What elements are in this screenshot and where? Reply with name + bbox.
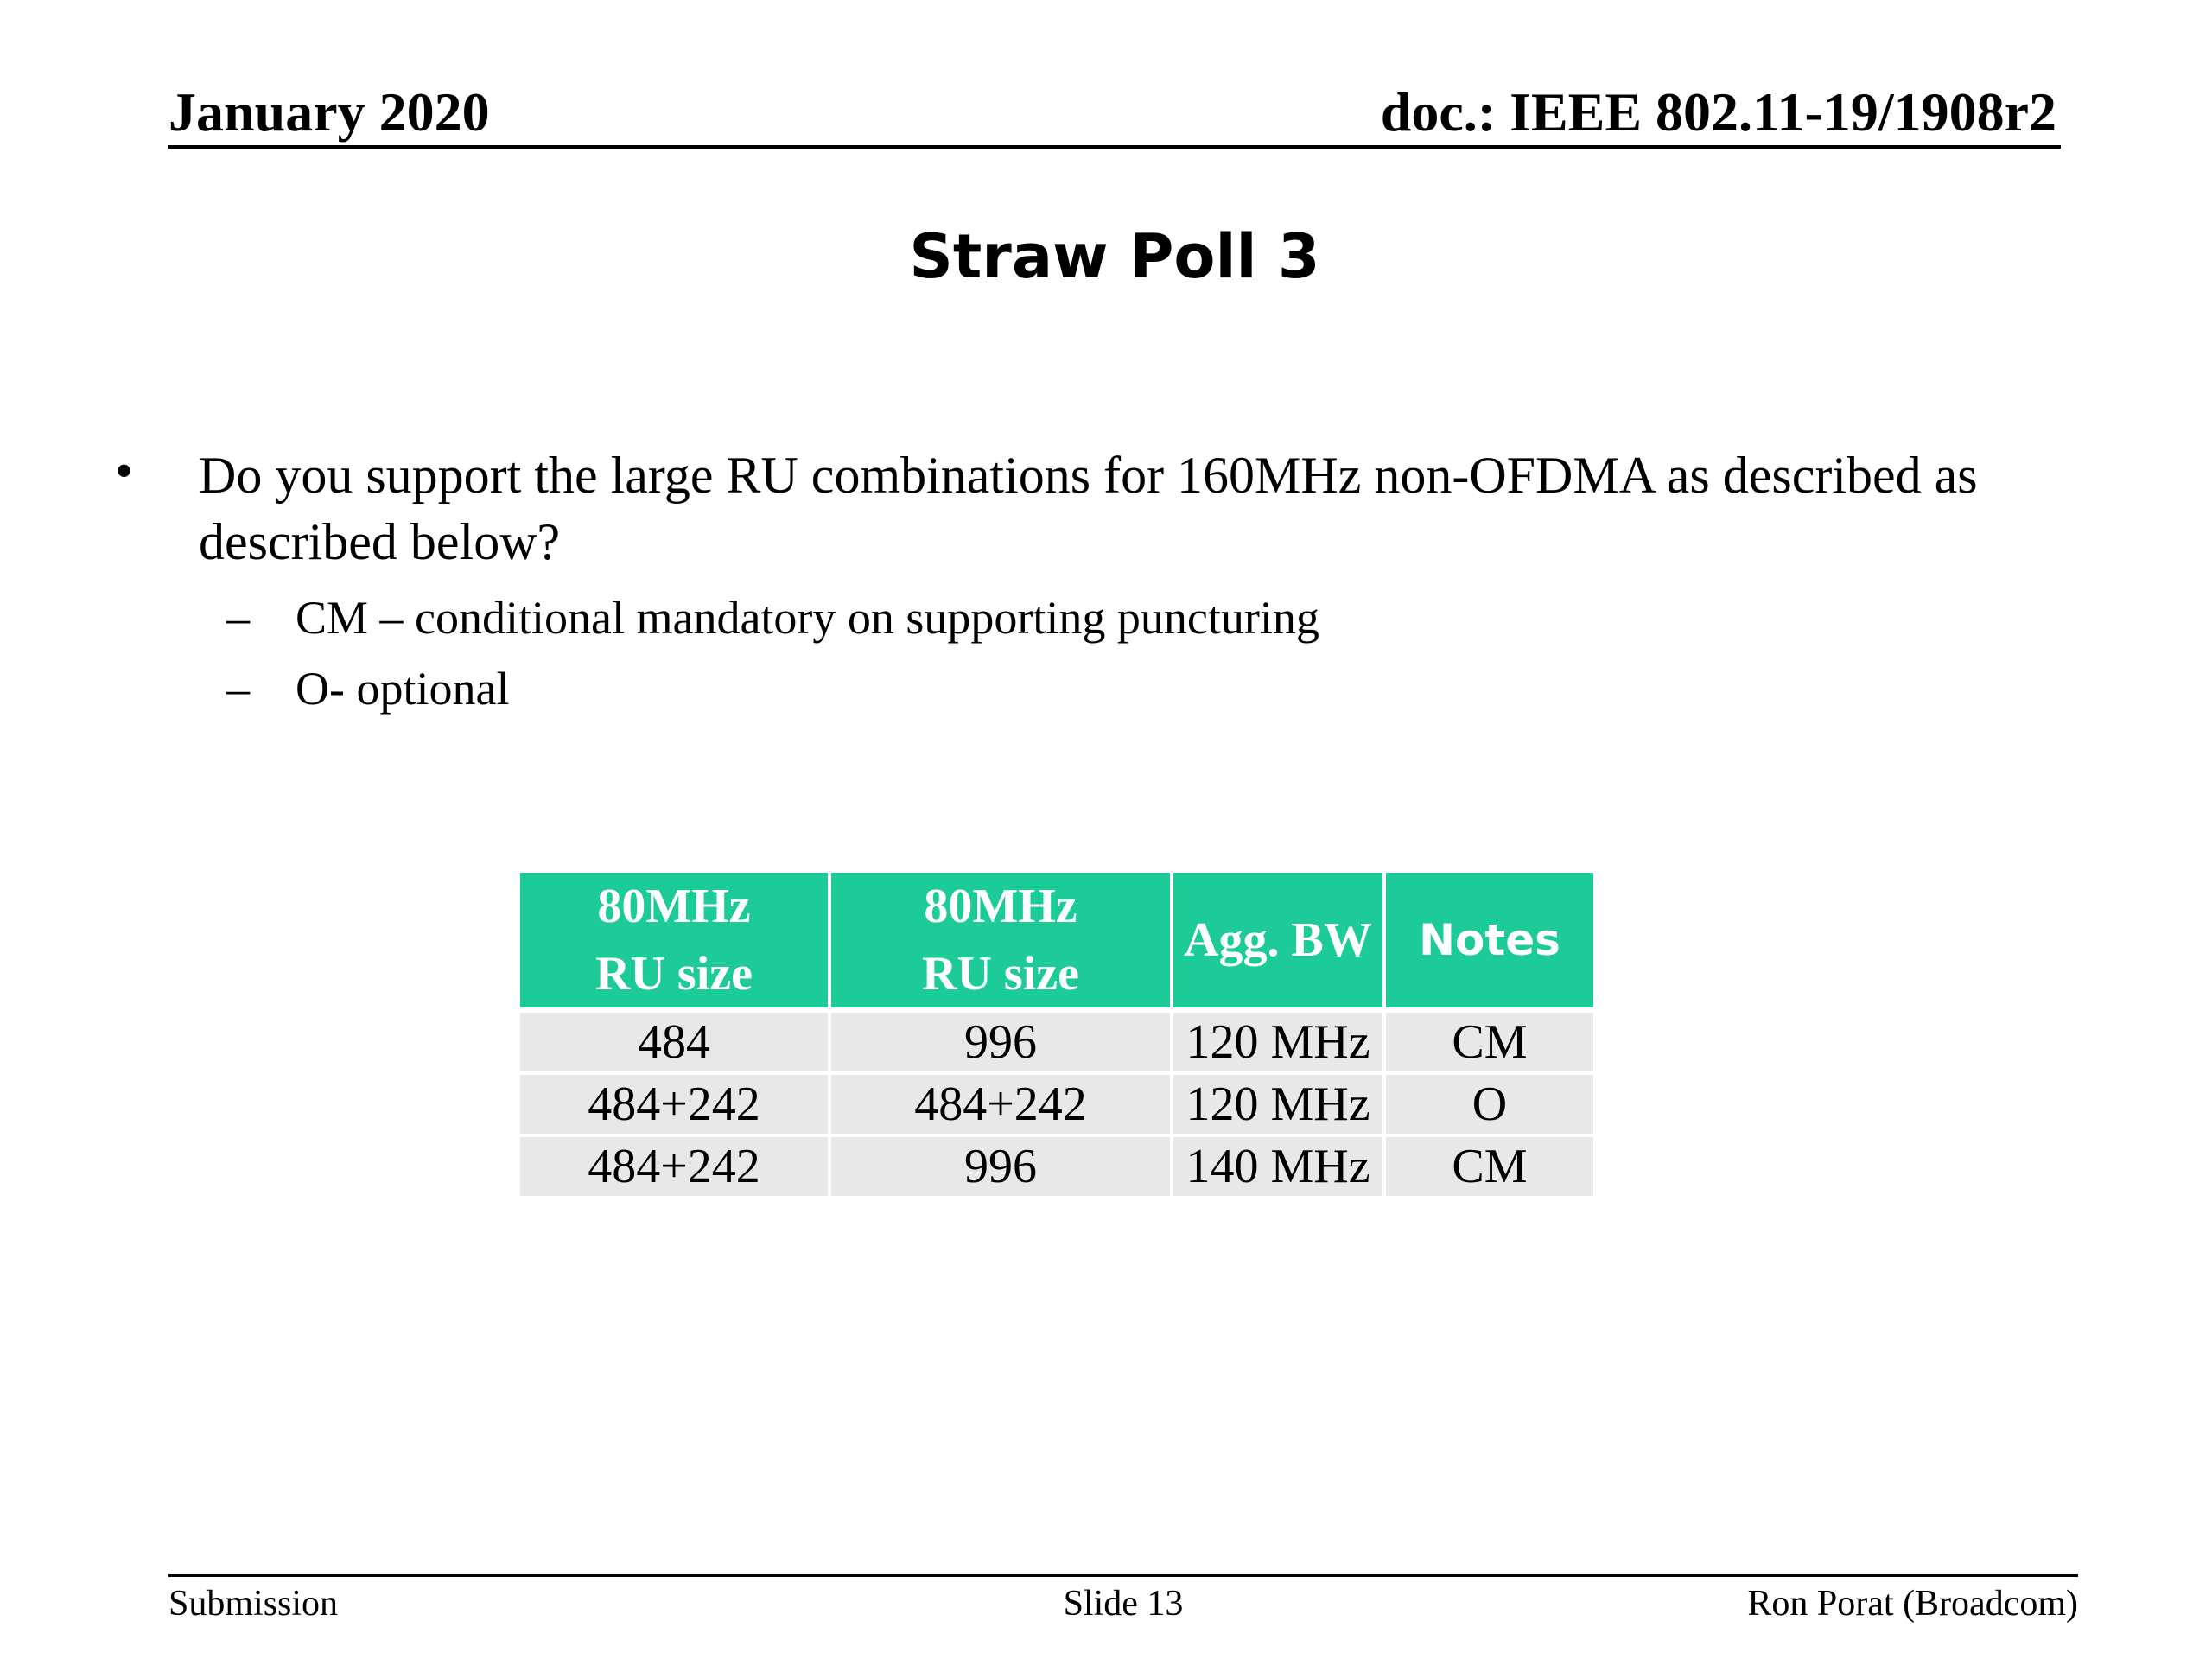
footer-submission: Submission (168, 1584, 339, 1624)
header-agg-bw: Agg. BW (1172, 873, 1386, 1013)
bullet-text: Do you support the large RU combinations… (199, 447, 1978, 570)
table-cell: 140 MHz (1172, 1135, 1386, 1199)
header-line: Notes (1419, 915, 1560, 965)
table-header-row: 80MHz RU size 80MHz RU size Agg. BW Note… (520, 873, 1593, 1013)
bullet-marker: • (115, 442, 134, 499)
table-cell: 484+242 (520, 1135, 831, 1199)
sub-item-marker: – (226, 663, 250, 715)
header-line: Agg. BW (1184, 913, 1372, 967)
header-line: RU size (922, 947, 1079, 1001)
header-doc-id: doc.: IEEE 802.11-19/1908r2 (1380, 81, 2056, 143)
sub-item-cm: CM – conditional mandatory on supporting… (296, 592, 1319, 644)
table-row: 484 996 120 MHz CM (520, 1010, 1593, 1075)
header-80mhz-ru-size-2: 80MHz RU size (830, 873, 1173, 1013)
header-notes: Notes (1384, 873, 1593, 1013)
sub-item-marker: – (226, 592, 250, 644)
table-cell: 484+242 (830, 1073, 1173, 1137)
table-cell: 996 (830, 1135, 1173, 1199)
table-cell: 120 MHz (1172, 1073, 1386, 1137)
table-row: 484+242 484+242 120 MHz O (520, 1073, 1593, 1137)
header-date: January 2020 (168, 81, 490, 143)
footer-divider (168, 1574, 2078, 1577)
table-cell: CM (1384, 1135, 1593, 1199)
header-line: 80MHz (597, 880, 751, 933)
slide-title: Straw Poll 3 (909, 221, 1320, 292)
table-cell: 484+242 (520, 1073, 831, 1137)
table-cell: 996 (830, 1010, 1173, 1075)
table-cell: 120 MHz (1172, 1010, 1386, 1075)
header-line: 80MHz (924, 880, 1077, 933)
footer-author: Ron Porat (Broadcom) (1747, 1584, 2078, 1624)
table-row: 484+242 996 140 MHz CM (520, 1135, 1593, 1199)
header-80mhz-ru-size-1: 80MHz RU size (520, 873, 831, 1013)
table-cell: 484 (520, 1010, 831, 1075)
header-line: RU size (595, 947, 753, 1001)
table-cell: O (1384, 1073, 1593, 1137)
header-divider (168, 145, 2061, 149)
sub-item-optional: O- optional (296, 663, 510, 715)
ru-combination-table: 80MHz RU size 80MHz RU size Agg. BW Note… (520, 873, 1593, 1199)
table-cell: CM (1384, 1010, 1593, 1075)
footer-slide-number: Slide 13 (1063, 1584, 1184, 1624)
